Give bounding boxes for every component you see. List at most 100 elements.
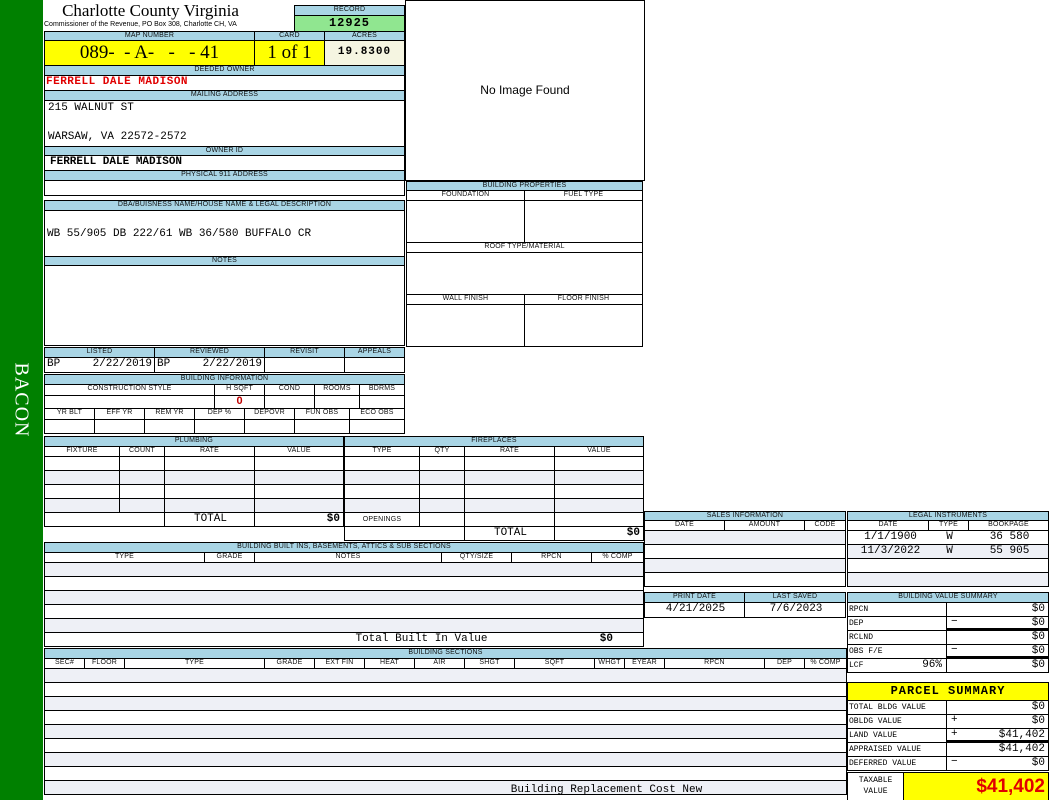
plumbing-row [44,456,120,471]
bvs-operator [949,658,964,672]
parcel-label: APPRAISED VALUE [847,742,947,757]
building-property-value [406,304,525,347]
built-in-row [44,590,644,605]
physical-address-value [44,180,405,196]
fireplace-row [419,498,465,513]
plumbing-row [254,484,344,499]
date-value: 7/6/2023 [744,602,846,618]
notes-box [44,265,405,346]
deeded-owner-value: FERRELL DALE MADISON [44,75,405,91]
plumbing-row [164,470,255,485]
bvs-value: $0 [946,644,1049,659]
mailing-address-box [44,100,405,147]
openings-value [554,512,644,527]
building-info-value [264,395,315,409]
fireplace-row [464,456,555,471]
plumbing-total-value: $0 [254,512,344,527]
legal-date: 1/1/1900 [864,531,917,543]
legal-instrument-row [847,558,1049,573]
bvs-label: RCLND [847,630,947,645]
openings-value [419,512,465,527]
plumbing-row [254,498,344,513]
building-property-value [406,200,525,243]
building-info-value [349,419,405,434]
building-section-row [44,780,847,795]
plumbing-row [164,456,255,471]
review-value [344,357,405,373]
parcel-value: $41,402 [946,728,1049,743]
building-info-value [44,419,95,434]
mailing-address-line2: WARSAW, VA 22572-2572 [48,131,187,143]
legal-bookpage: 55 905 [989,545,1030,557]
openings-value [464,512,555,527]
building-info-value [44,395,215,409]
building-info-value [94,419,145,434]
sales-row [644,558,846,573]
building-info-value [359,395,405,409]
parcel-operator [949,700,964,714]
fireplace-total-label: TOTAL [464,526,555,541]
fireplace-row [344,470,420,485]
county-title: Charlotte County Virginia [62,2,239,20]
replacement-cost-label: Building Replacement Cost New [510,784,703,796]
bvs-operator: − [951,644,958,656]
hsqft-value: 0 [236,395,243,407]
parcel-operator: + [951,728,958,740]
map-number: 089- - A- - - 41 [44,40,255,66]
building-section-row [44,710,847,725]
fireplace-row [344,456,420,471]
owner-id-value: FERRELL DALE MADISON [44,155,405,171]
legal-type: W [946,545,953,557]
parcel-label: LAND VALUE [847,728,947,743]
plumbing-row [164,484,255,499]
building-info-value [194,419,245,434]
bvs-label: DEP [847,616,947,631]
building-info-value [314,395,360,409]
bvs-operator [949,602,964,616]
date-value: 4/21/2025 [644,602,745,618]
bvs-operator [949,630,964,644]
plumbing-row [254,470,344,485]
parcel-value: $0 [946,756,1049,771]
sales-row [644,544,846,559]
listed-by: BP [47,358,61,370]
fireplace-total-spacer [344,526,465,541]
fireplace-row [419,484,465,499]
openings-label: OPENINGS [344,512,420,527]
review-value [264,357,345,373]
fireplace-row [464,484,555,499]
sales-row [644,530,846,545]
parcel-operator [949,742,964,756]
built-in-row [44,618,644,633]
parcel-value: $0 [946,700,1049,715]
plumbing-row [44,484,120,499]
legal-instrument-row [847,572,1049,587]
sidebar: BACON [0,0,43,800]
building-section-row [44,752,847,767]
bvs-operator: − [951,616,958,628]
built-ins-total-row [44,632,644,647]
commissioner-subtitle: Commissioner of the Revenue, PO Box 308,… [44,21,237,28]
bvs-value: $0 [946,658,1049,673]
parcel-label: DEFERRED VALUE [847,756,947,771]
bvs-label: OBS F/E [847,644,947,659]
lcf-percent: 96% [922,659,942,671]
plumbing-row [119,456,165,471]
bvs-value: $0 [946,616,1049,631]
plumbing-total-label: TOTAL [164,512,255,527]
building-section-row [44,668,847,683]
reviewed-by: BP [157,358,171,370]
fireplace-row [344,484,420,499]
mailing-address-line1: 215 WALNUT ST [48,102,134,114]
parcel-summary-title: PARCEL SUMMARY [847,682,1049,701]
plumbing-row [119,484,165,499]
parcel-label: TOTAL BLDG VALUE [847,700,947,715]
plumbing-row [119,470,165,485]
legal-bookpage: 36 580 [989,531,1030,543]
building-section-row [44,738,847,753]
fireplace-row [419,456,465,471]
built-ins-total-label: Total Built In Value [355,633,488,645]
legal-date: 11/3/2022 [860,545,921,557]
sales-row [644,572,846,587]
fireplace-row [464,470,555,485]
